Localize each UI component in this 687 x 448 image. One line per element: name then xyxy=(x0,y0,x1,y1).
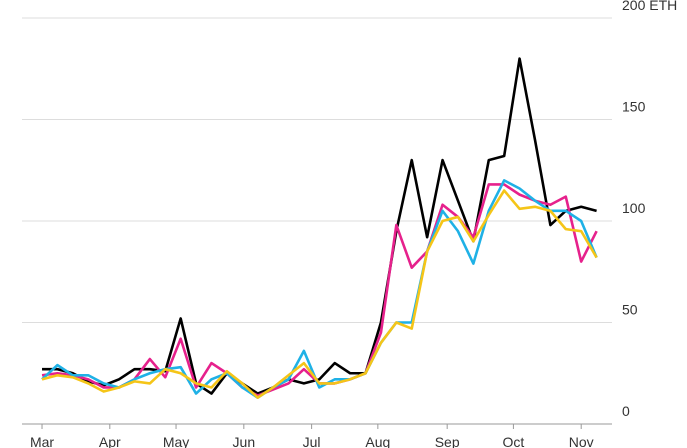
y-tick-label: 0 xyxy=(622,403,630,419)
y-tick-label: 200 ETH xyxy=(622,0,677,13)
y-tick-label: 50 xyxy=(622,302,638,318)
x-tick-label: Jul xyxy=(303,434,321,448)
x-tick-label: Nov xyxy=(569,434,594,448)
series-line xyxy=(41,183,598,397)
x-tick-label: Oct xyxy=(503,434,525,448)
y-tick-label: 100 xyxy=(622,200,646,216)
x-tick-label: Sep xyxy=(435,434,460,448)
x-tick-label: Mar xyxy=(30,434,54,448)
x-tick-label: Aug xyxy=(365,434,390,448)
y-tick-label: 150 xyxy=(622,99,646,115)
x-tick-label: May xyxy=(163,434,189,448)
x-tick-label: Apr xyxy=(99,434,121,448)
series-line xyxy=(41,179,598,399)
x-tick-label: Jun xyxy=(233,434,256,448)
series-line xyxy=(41,189,598,399)
series-line xyxy=(42,57,597,395)
